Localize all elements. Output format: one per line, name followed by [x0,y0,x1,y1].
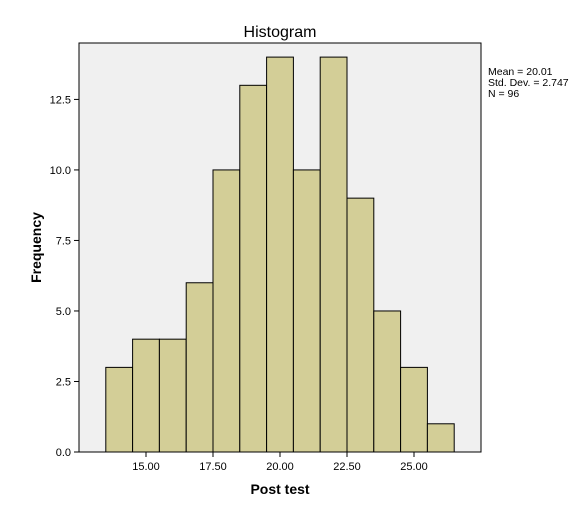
histogram-bar [426,423,455,453]
stat-line: Std. Dev. = 2.747 [488,77,569,89]
x-tick-label: 25.00 [400,461,428,473]
x-axis-title: Post test [250,481,309,497]
histogram-bar [105,366,134,453]
y-tick-label: 7.5 [56,235,71,247]
histogram-bar [239,84,268,453]
histogram-bar [292,169,321,453]
y-tick-label: 12.5 [50,94,71,106]
x-tick-label: 20.00 [266,461,294,473]
stat-line: N = 96 [488,88,519,100]
histogram-bar [346,197,375,453]
x-tick-label: 17.50 [199,461,227,473]
x-tick-label: 22.50 [333,461,361,473]
histogram-bar [319,56,348,453]
histogram-bar [212,169,241,453]
chart-title: Histogram [244,24,317,41]
histogram-bar [158,338,187,453]
y-tick-label: 0.0 [56,447,71,459]
histogram-bar [185,282,214,453]
stat-line: Mean = 20.01 [488,66,553,78]
y-tick-label: 5.0 [56,306,71,318]
histogram-bar [266,56,294,453]
y-axis: 0.0 2.5 5.0 7.5 10.0 12.5 [50,94,79,459]
x-axis: 15.00 17.50 20.00 22.50 25.00 [132,452,428,473]
y-tick-label: 2.5 [56,376,71,388]
bars-group [105,56,455,453]
y-tick-label: 10.0 [50,165,71,177]
x-tick-label: 15.00 [132,461,160,473]
histogram-bar [400,366,428,453]
histogram-bar [373,310,402,453]
histogram-bar [132,338,160,453]
y-axis-title: Frequency [28,212,44,283]
